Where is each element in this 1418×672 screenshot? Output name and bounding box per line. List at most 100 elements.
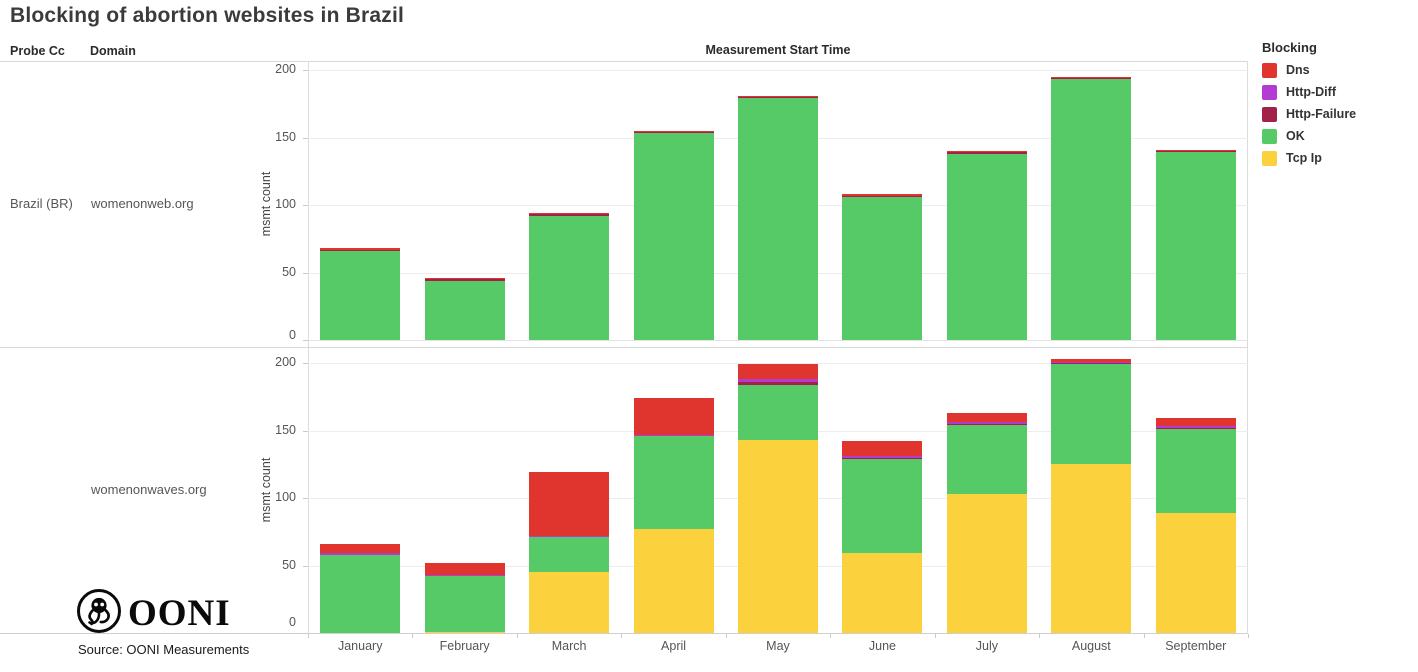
legend-title: Blocking (1262, 40, 1317, 55)
y-tick-mark (303, 498, 308, 499)
bar-segment-womenonweb.org-July-Dns (946, 151, 1027, 153)
bar-segment-womenonweb.org-February-Http-Failure (424, 279, 505, 281)
bar-segment-womenonwaves.org-August-Tcp Ip (1051, 464, 1132, 633)
bar-segment-womenonwaves.org-August-Http-Failure (1051, 363, 1132, 365)
x-tick-mark (516, 634, 518, 638)
bar-segment-womenonweb.org-August-OK (1051, 79, 1132, 340)
legend-entry-label: Tcp Ip (1286, 151, 1322, 165)
bar-segment-womenonweb.org-June-OK (842, 196, 923, 340)
y-tick-mark (303, 565, 308, 567)
bar-segment-womenonwaves.org-January-Dns (320, 543, 401, 554)
bar-segment-womenonwaves.org-September-Http-Diff (1155, 426, 1236, 428)
y-tick-mark (303, 205, 308, 206)
gridline-200 (308, 70, 1248, 71)
x-tick-mark (725, 634, 727, 638)
x-tick-label-March: March (551, 639, 587, 653)
bar-segment-womenonwaves.org-May-Http-Diff (738, 379, 818, 382)
ooni-logo-text: OONI (128, 592, 231, 634)
bar-segment-womenonweb.org-January-Dns (320, 248, 401, 250)
bar-segment-womenonwaves.org-January-OK (320, 554, 401, 633)
source-caption: Source: OONI Measurements (78, 642, 250, 657)
bar-segment-womenonwaves.org-April-Dns (633, 398, 714, 435)
bar-segment-womenonweb.org-January-Http-Failure (320, 249, 401, 251)
y-tick-label: 50 (282, 557, 296, 572)
bar-segment-womenonwaves.org-April-OK (633, 435, 714, 530)
y-tick-label: 150 (275, 129, 296, 144)
bar-segment-womenonweb.org-May-Dns (738, 95, 818, 97)
x-tick-label-June: June (868, 639, 896, 653)
plot-right-border (1247, 61, 1248, 634)
bar-segment-womenonwaves.org-March-OK (529, 537, 610, 573)
bar-segment-womenonweb.org-March-OK (529, 215, 610, 340)
y-tick-mark (303, 272, 308, 274)
legend-swatch-Http-Diff (1262, 84, 1277, 100)
y-tick-mark (303, 363, 308, 364)
ooni-logo: OONI (76, 588, 231, 639)
legend-entry-label: Dns (1286, 63, 1310, 77)
row-label-domain-bottom: womenonwaves.org (91, 482, 207, 497)
x-tick-mark (934, 634, 936, 638)
x-tick-label-September: September (1165, 639, 1227, 653)
bar-segment-womenonweb.org-February-Dns (424, 277, 505, 280)
x-tick-label-July: July (975, 639, 998, 653)
bar-segment-womenonweb.org-March-Dns (529, 213, 610, 215)
bar-segment-womenonwaves.org-March-Dns (529, 472, 610, 536)
x-tick-mark (1039, 634, 1041, 638)
x-tick-mark (621, 634, 623, 638)
header-divider-line (0, 61, 1248, 62)
y-tick-label: 0 (289, 328, 296, 342)
y-axis-label-top: msmt count (259, 171, 273, 237)
bar-segment-womenonweb.org-May-Http-Failure (738, 97, 818, 99)
y-axis-bottom: 0 50 100 150 200 (256, 347, 308, 634)
bar-segment-womenonwaves.org-June-Http-Diff (842, 456, 923, 458)
y-tick-mark (303, 633, 308, 634)
bar-segment-womenonweb.org-June-Dns (842, 194, 923, 196)
y-tick-label: 0 (289, 615, 296, 629)
gridline-200 (308, 363, 1248, 364)
legend-swatch-OK (1262, 128, 1277, 144)
bar-segment-womenonwaves.org-September-Tcp Ip (1155, 512, 1236, 633)
bar-segment-womenonweb.org-August-Dns (1051, 76, 1132, 79)
x-tick-label-August: August (1071, 639, 1111, 653)
bar-segment-womenonwaves.org-September-Http-Failure (1155, 427, 1236, 430)
legend-entry-Tcp Ip: Tcp Ip (1262, 147, 1412, 169)
bar-segment-womenonwaves.org-August-OK (1051, 364, 1132, 465)
bar-segment-womenonweb.org-June-Http-Failure (842, 195, 923, 197)
bar-segment-womenonwaves.org-May-OK (738, 384, 818, 440)
plot-left-border (308, 61, 309, 634)
x-tick-label-April: April (661, 639, 687, 653)
x-tick-mark (308, 634, 309, 638)
y-axis-label-bottom: msmt count (259, 457, 273, 523)
bar-segment-womenonwaves.org-September-OK (1155, 429, 1236, 513)
bar-segment-womenonwaves.org-July-Tcp Ip (946, 493, 1027, 633)
bar-segment-womenonweb.org-January-OK (320, 250, 401, 340)
bar-segment-womenonwaves.org-June-Tcp Ip (842, 553, 923, 633)
bar-segment-womenonweb.org-July-Http-Failure (946, 152, 1027, 154)
y-tick-mark (303, 430, 308, 432)
legend-entries: Dns Http-Diff Http-Failure OK Tcp Ip (1262, 59, 1412, 169)
legend-entry-label: OK (1286, 129, 1305, 143)
bar-segment-womenonwaves.org-April-Tcp Ip (633, 529, 714, 633)
legend-entry-label: Http-Failure (1286, 107, 1357, 121)
bar-segment-womenonwaves.org-July-Http-Diff (946, 422, 1027, 424)
chart-panel-womenonwaves (308, 347, 1248, 634)
y-tick-label: 200 (275, 355, 296, 369)
legend-entry-Dns: Dns (1262, 59, 1412, 81)
x-tick-mark (1143, 634, 1145, 638)
legend-entry-label: Http-Diff (1286, 85, 1336, 99)
page-title: Blocking of abortion websites in Brazil (10, 4, 405, 27)
column-header-domain: Domain (90, 44, 136, 58)
bar-segment-womenonwaves.org-April-Http-Diff (633, 434, 714, 436)
x-tick-mark (830, 634, 832, 638)
y-tick-label: 50 (282, 264, 296, 279)
y-tick-label: 200 (275, 62, 296, 76)
bar-segment-womenonwaves.org-June-Dns (842, 441, 923, 457)
bar-segment-womenonwaves.org-May-Dns (738, 364, 818, 380)
legend-entry-Http-Failure: Http-Failure (1262, 103, 1412, 125)
chart-panel-womenonweb (308, 61, 1248, 347)
bar-segment-womenonwaves.org-February-Tcp Ip (424, 631, 505, 633)
x-axis-months: January February March April May June July Augu… (308, 634, 1249, 658)
bar-segment-womenonweb.org-July-OK (946, 153, 1027, 340)
legend-swatch-Dns (1262, 62, 1277, 78)
